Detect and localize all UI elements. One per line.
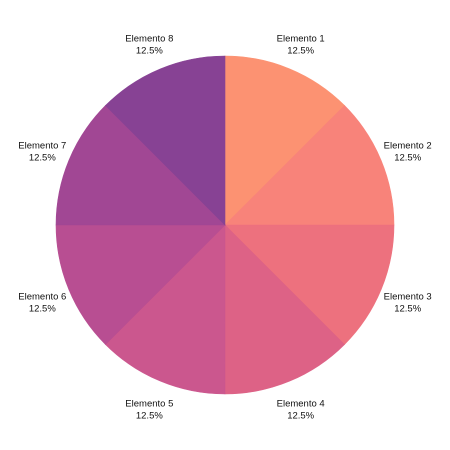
pie-slice-label-5: Elemento 5 12.5% (125, 399, 173, 422)
slice-name-label: Elemento 8 (125, 33, 173, 44)
slice-name-label: Elemento 7 (18, 140, 66, 151)
slice-name-label: Elemento 1 (277, 33, 325, 44)
pie-slice-label-8: Elemento 8 12.5% (125, 33, 173, 56)
slice-name-label: Elemento 6 (18, 292, 66, 303)
pie-slice-6 (55, 224, 226, 345)
pie-slice-4 (224, 224, 345, 395)
slice-percent-label: 12.5% (29, 152, 56, 163)
pie-slice-label-2: Elemento 2 12.5% (384, 140, 432, 163)
slice-percent-label: 12.5% (136, 411, 163, 422)
pie-slice-label-6: Elemento 6 12.5% (18, 292, 66, 315)
pie-slice-label-1: Elemento 1 12.5% (277, 33, 325, 56)
slice-percent-label: 12.5% (394, 304, 421, 315)
pie-slice-3 (224, 224, 395, 345)
slice-name-label: Elemento 2 (384, 140, 432, 151)
pie-slice-label-4: Elemento 4 12.5% (277, 399, 325, 422)
slice-percent-label: 12.5% (287, 411, 314, 422)
pie-labels: Elemento 1 12.5%Elemento 2 12.5%Elemento 3… (18, 33, 431, 421)
pie-slices (55, 55, 395, 395)
pie-slice-5 (105, 224, 226, 395)
pie-slice-1 (224, 55, 345, 226)
pie-slice-label-3: Elemento 3 12.5% (384, 292, 432, 315)
slice-name-label: Elemento 3 (384, 292, 432, 303)
slice-percent-label: 12.5% (29, 304, 56, 315)
slice-percent-label: 12.5% (136, 45, 163, 56)
pie-slice-7 (55, 105, 226, 226)
pie-slice-label-7: Elemento 7 12.5% (18, 140, 66, 163)
pie-slice-2 (224, 105, 395, 226)
pie-slice-8 (105, 55, 226, 226)
slice-percent-label: 12.5% (394, 152, 421, 163)
slice-percent-label: 12.5% (287, 45, 314, 56)
slice-name-label: Elemento 5 (125, 399, 173, 410)
slice-name-label: Elemento 4 (277, 399, 325, 410)
